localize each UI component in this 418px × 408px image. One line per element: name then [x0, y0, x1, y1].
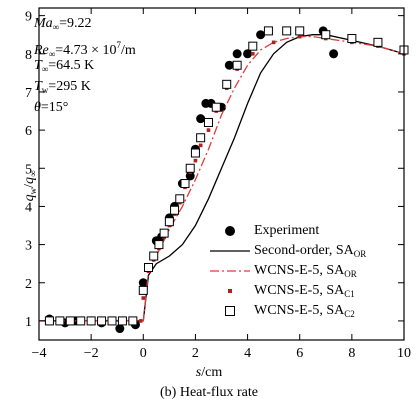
legend-symbol — [210, 270, 250, 272]
data-point — [248, 41, 258, 51]
data-point — [190, 148, 200, 158]
data-point — [250, 51, 255, 56]
y-tick-label: 1 — [25, 315, 32, 330]
data-point — [117, 316, 127, 326]
data-point — [144, 262, 153, 272]
data-point — [141, 296, 146, 300]
data-point — [282, 26, 292, 36]
plot-series — [39, 26, 409, 334]
data-point — [154, 240, 164, 250]
data-point — [347, 34, 357, 44]
x-axis-label: s/cm — [195, 365, 223, 380]
legend-label: WCNS-E-5, SAC1 — [254, 283, 355, 299]
data-point — [107, 316, 117, 326]
data-point — [149, 251, 159, 261]
condition-line: T∞=64.5 K — [34, 58, 95, 74]
data-point — [211, 102, 221, 112]
legend-entry: WCNS-E-5, SAC1 — [206, 281, 406, 301]
data-point — [185, 171, 195, 181]
x-tick-label: −4 — [32, 346, 47, 361]
data-point — [180, 179, 190, 189]
data-point — [196, 114, 206, 124]
figure-caption: (b) Heat-flux rate — [160, 385, 258, 400]
x-tick-label: 0 — [140, 346, 147, 361]
x-tick-label: −2 — [84, 346, 99, 361]
data-point — [243, 49, 253, 59]
legend-marker — [225, 306, 235, 316]
data-point — [138, 319, 143, 323]
y-tick-label: 6 — [25, 124, 32, 139]
legend-entry: Second-order, SAOR — [206, 241, 406, 261]
data-point — [373, 37, 383, 47]
data-point — [321, 30, 331, 40]
x-tick-label: 6 — [296, 346, 303, 361]
y-axis-label: qw/q∞ — [22, 170, 38, 202]
data-point — [170, 205, 180, 215]
data-point — [206, 128, 211, 132]
data-point — [65, 316, 75, 326]
data-point — [138, 278, 148, 288]
data-point — [263, 26, 273, 36]
condition-line: θ=15° — [34, 100, 69, 115]
data-point — [198, 143, 203, 148]
condition-line: Tw=295 K — [34, 79, 91, 95]
data-point — [86, 316, 96, 326]
legend-marker — [228, 289, 232, 293]
data-point — [295, 26, 305, 36]
x-tick-label: 4 — [244, 346, 251, 361]
data-point — [196, 133, 206, 143]
data-point — [222, 79, 232, 89]
plot-frame — [38, 7, 405, 341]
data-point — [224, 60, 234, 70]
legend-label: Second-order, SAOR — [254, 243, 367, 259]
data-point — [159, 228, 169, 238]
x-tick-label: 2 — [192, 346, 199, 361]
condition-line: Ma∞=9.22 — [34, 16, 92, 32]
y-tick-label: 3 — [25, 239, 32, 254]
y-tick-label: 7 — [25, 86, 32, 101]
data-point — [271, 40, 276, 45]
data-point — [193, 158, 198, 163]
data-point — [164, 217, 174, 227]
legend-symbol — [225, 226, 235, 236]
data-point — [175, 194, 185, 204]
legend-label: Experiment — [254, 223, 320, 238]
data-point — [97, 316, 107, 326]
data-point — [297, 34, 302, 39]
data-point — [55, 316, 65, 326]
y-tick-label: 9 — [25, 10, 32, 25]
data-point — [232, 49, 242, 59]
legend-entry: WCNS-E-5, SAOR — [206, 261, 406, 281]
legend-label: WCNS-E-5, SAOR — [254, 263, 357, 279]
legend: Experiment Second-order, SAOR WCNS-E-5, SA… — [206, 221, 406, 321]
legend-entry: Experiment — [206, 221, 406, 241]
legend-marker — [225, 226, 235, 236]
legend-symbol — [210, 250, 250, 252]
legend-label: WCNS-E-5, SAC2 — [254, 303, 355, 319]
x-tick-label: 8 — [348, 346, 355, 361]
legend-symbol — [228, 289, 232, 293]
data-point — [232, 60, 242, 70]
y-tick-label: 2 — [25, 277, 32, 292]
condition-line: Re∞=4.73 × 107/m — [34, 40, 136, 59]
data-point — [44, 316, 54, 326]
data-point — [185, 163, 195, 173]
data-point — [256, 30, 266, 40]
series-wcns-e-5-sa-c2 — [44, 26, 409, 326]
data-point — [138, 285, 148, 295]
data-point — [128, 316, 138, 326]
legend-entry: WCNS-E-5, SAC2 — [206, 301, 406, 321]
x-tick-label: 10 — [397, 346, 411, 361]
data-point — [203, 117, 213, 127]
data-point — [76, 316, 86, 326]
legend-symbol — [225, 306, 235, 316]
data-point — [115, 324, 125, 334]
y-tick-label: 8 — [25, 48, 32, 63]
y-tick-label: 5 — [25, 162, 32, 177]
y-tick-label: 4 — [25, 200, 32, 215]
data-point — [329, 49, 339, 59]
